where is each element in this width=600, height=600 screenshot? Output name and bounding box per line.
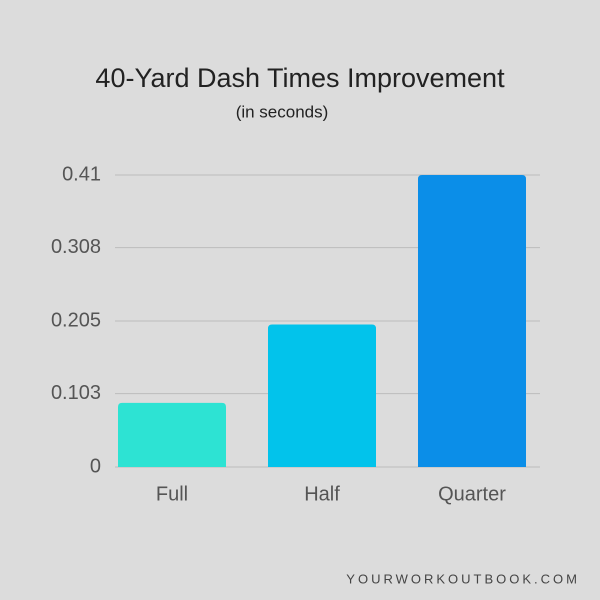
y-tick-label: 0.205 [51, 309, 101, 331]
y-tick-label: 0.308 [51, 236, 101, 258]
bar [418, 175, 526, 467]
x-tick-label: Full [156, 483, 188, 505]
x-tick-label: Quarter [438, 483, 506, 505]
x-tick-label: Half [304, 483, 340, 505]
bar [118, 402, 226, 467]
y-tick-label: 0.41 [62, 163, 101, 185]
bar [268, 324, 376, 467]
y-tick-label: 0.103 [51, 382, 101, 404]
y-tick-label: 0 [90, 455, 101, 477]
watermark: YOURWORKOUTBOOK.COM [346, 571, 580, 586]
chart-title: 40-Yard Dash Times Improvement [95, 63, 505, 93]
chart-subtitle: (in seconds) [236, 102, 329, 121]
